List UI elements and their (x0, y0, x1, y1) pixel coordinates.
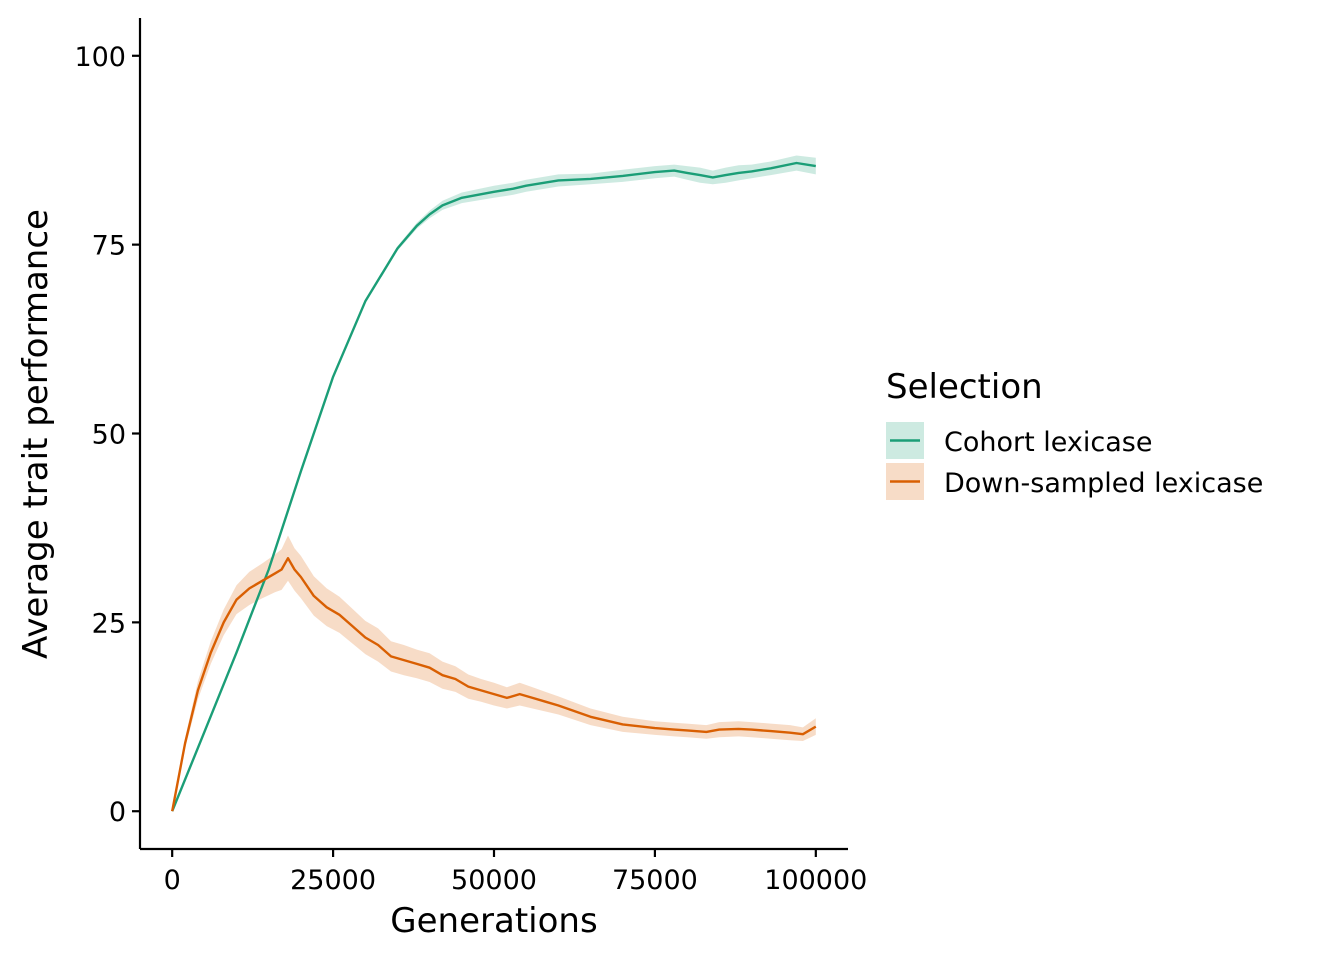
legend-label: Cohort lexicase (944, 427, 1152, 458)
legend-items: Cohort lexicase Down-sampled lexicase (886, 422, 1263, 500)
x-tick-label: 75000 (612, 865, 698, 896)
legend-label: Down-sampled lexicase (944, 468, 1263, 499)
series-lines (171, 161, 817, 812)
y-tick-label: 100 (74, 42, 126, 73)
legend-title: Selection (886, 367, 1043, 407)
x-tick-label: 0 (164, 865, 181, 896)
y-tick-label: 50 (92, 420, 126, 451)
x-ticks: 0 25000 50000 75000 100000 (164, 849, 867, 896)
y-tick-label: 25 (92, 608, 126, 639)
y-axis-title: Average trait performance (16, 209, 56, 659)
y-ticks: 0 25 50 75 100 (74, 42, 140, 828)
series-line-0 (171, 161, 816, 812)
x-axis-title: Generations (390, 901, 597, 941)
x-tick-label: 100000 (764, 865, 867, 896)
y-tick-label: 75 (92, 231, 126, 262)
series-ribbon-0 (172, 155, 816, 812)
ribbons (172, 155, 816, 812)
x-tick-label: 25000 (290, 865, 376, 896)
y-tick-label: 0 (109, 797, 126, 828)
series-ribbon-1 (172, 535, 816, 812)
legend: Selection Cohort lexicase Down-sampled le… (886, 367, 1263, 500)
x-tick-label: 50000 (451, 865, 537, 896)
axes: 0 25000 50000 75000 100000 0 25 50 75 100 (74, 18, 867, 896)
series-line-1 (171, 557, 817, 812)
